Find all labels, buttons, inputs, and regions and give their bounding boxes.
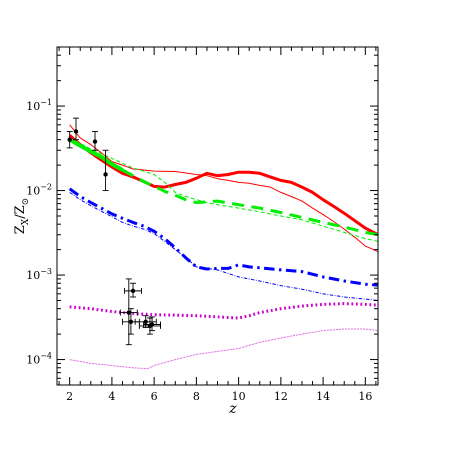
observation-point	[73, 117, 80, 141]
x-tick-label: 16	[358, 390, 372, 403]
observation-point	[138, 317, 161, 335]
observation-point	[143, 316, 161, 332]
observation-point	[92, 131, 99, 151]
observation-point	[66, 131, 73, 149]
x-tick-label: 14	[316, 390, 330, 403]
series-line-3-solid	[68, 137, 124, 172]
observation-point	[102, 149, 109, 192]
series-line-2-solid	[69, 124, 378, 252]
observation-marker	[92, 139, 98, 144]
series-line-6-dashdot	[68, 187, 378, 287]
y-tick-label: 10−3	[26, 267, 52, 282]
series-line-1-solid	[68, 134, 378, 237]
y-tick-label: 10−1	[26, 98, 52, 113]
y-label-sep: /Z	[13, 205, 28, 218]
observation-point	[134, 315, 157, 328]
observation-point	[119, 278, 138, 346]
observation-marker	[128, 319, 134, 324]
svg-text:ZX/Z⊙: ZX/Z⊙	[13, 198, 31, 234]
series-line-7-dashdot	[69, 191, 378, 301]
y-label-sub-main: X	[21, 218, 31, 225]
y-label-main: Z	[13, 225, 28, 234]
observations-layer	[66, 117, 161, 346]
y-tick-label: 10−4	[26, 352, 52, 367]
series-line-9-dotted	[69, 328, 378, 370]
x-axis-label: z	[228, 401, 237, 417]
x-tick-label: 8	[193, 390, 200, 403]
observation-marker	[67, 137, 72, 142]
y-label-sub-ref: ⊙	[21, 198, 31, 206]
x-tick-label: 2	[66, 390, 73, 403]
y-axis-label: ZX/Z⊙	[13, 198, 31, 234]
series-line-4-dashed	[121, 168, 378, 237]
observation-marker	[103, 172, 108, 177]
observation-marker	[73, 129, 79, 134]
observation-marker	[130, 288, 136, 294]
tick-layer: 2 4 6 8 10 12 14 16 10−4 10−3 10−2 10−1	[26, 46, 378, 403]
x-tick-label: 12	[274, 390, 288, 403]
observation-point	[124, 282, 142, 298]
plot-frame	[56, 46, 379, 386]
observation-marker	[143, 319, 148, 324]
x-tick-label: 10	[232, 390, 246, 403]
x-tick-label: 6	[151, 390, 158, 403]
observation-marker	[149, 322, 155, 327]
series-line-5-dashed	[69, 137, 378, 242]
y-tick-label: 10−2	[26, 183, 52, 198]
series-line-8-dotted	[69, 302, 378, 320]
x-tick-label: 4	[108, 390, 115, 403]
series-layer	[68, 124, 378, 370]
observation-marker	[126, 310, 132, 315]
